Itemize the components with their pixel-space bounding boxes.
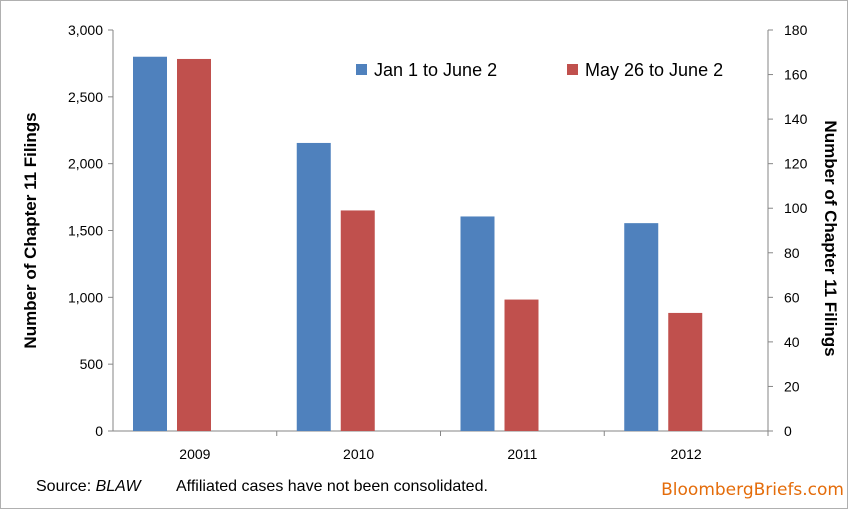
y-tick-label-right: 160 <box>784 67 808 83</box>
y-tick-label-left: 2,000 <box>68 156 103 172</box>
x-tick-label: 2012 <box>671 446 702 462</box>
legend-label: May 26 to June 2 <box>585 60 723 80</box>
x-tick-label: 2011 <box>507 446 537 462</box>
y-tick-label-right: 180 <box>784 22 808 38</box>
bar-may26-june2 <box>668 312 703 431</box>
x-tick-label: 2010 <box>343 446 374 462</box>
y-tick-label-right: 80 <box>784 245 800 261</box>
footnote: Affiliated cases have not been consolida… <box>176 478 488 495</box>
y-tick-label-left: 1,000 <box>68 289 103 305</box>
y-axis-title-right: Number of Chapter 11 Filings <box>821 120 840 356</box>
bar-may26-june2 <box>340 210 375 431</box>
source-line: Source: BLAW <box>36 478 141 496</box>
y-tick-label-left: 1,500 <box>68 223 103 239</box>
y-tick-label-left: 0 <box>95 423 103 439</box>
bar-jan1-june2 <box>133 56 167 431</box>
y-tick-label-right: 20 <box>784 378 800 394</box>
source-label: Source: <box>36 478 96 495</box>
bar-jan1-june2 <box>296 142 331 431</box>
y-tick-label-right: 140 <box>784 111 808 127</box>
legend-swatch <box>356 64 367 75</box>
x-tick-label: 2009 <box>179 446 210 462</box>
y-tick-label-left: 3,000 <box>68 22 103 38</box>
source-name: BLAW <box>95 478 141 495</box>
y-tick-label-left: 2,500 <box>68 89 103 105</box>
y-tick-label-right: 120 <box>784 156 808 172</box>
y-tick-label-right: 0 <box>784 423 792 439</box>
y-tick-label-left: 500 <box>80 356 104 372</box>
legend-swatch <box>567 64 578 75</box>
y-tick-label-right: 40 <box>784 334 800 350</box>
bar-may26-june2 <box>177 58 211 431</box>
y-tick-label-right: 60 <box>784 289 800 305</box>
brand-label: BloombergBriefs.com <box>661 480 844 500</box>
bar-may26-june2 <box>504 299 539 431</box>
y-tick-label-right: 100 <box>784 200 808 216</box>
legend-label: Jan 1 to June 2 <box>374 60 497 80</box>
bar-jan1-june2 <box>460 216 495 431</box>
bar-jan1-june2 <box>624 223 659 431</box>
y-axis-title-left: Number of Chapter 11 Filings <box>21 112 40 348</box>
